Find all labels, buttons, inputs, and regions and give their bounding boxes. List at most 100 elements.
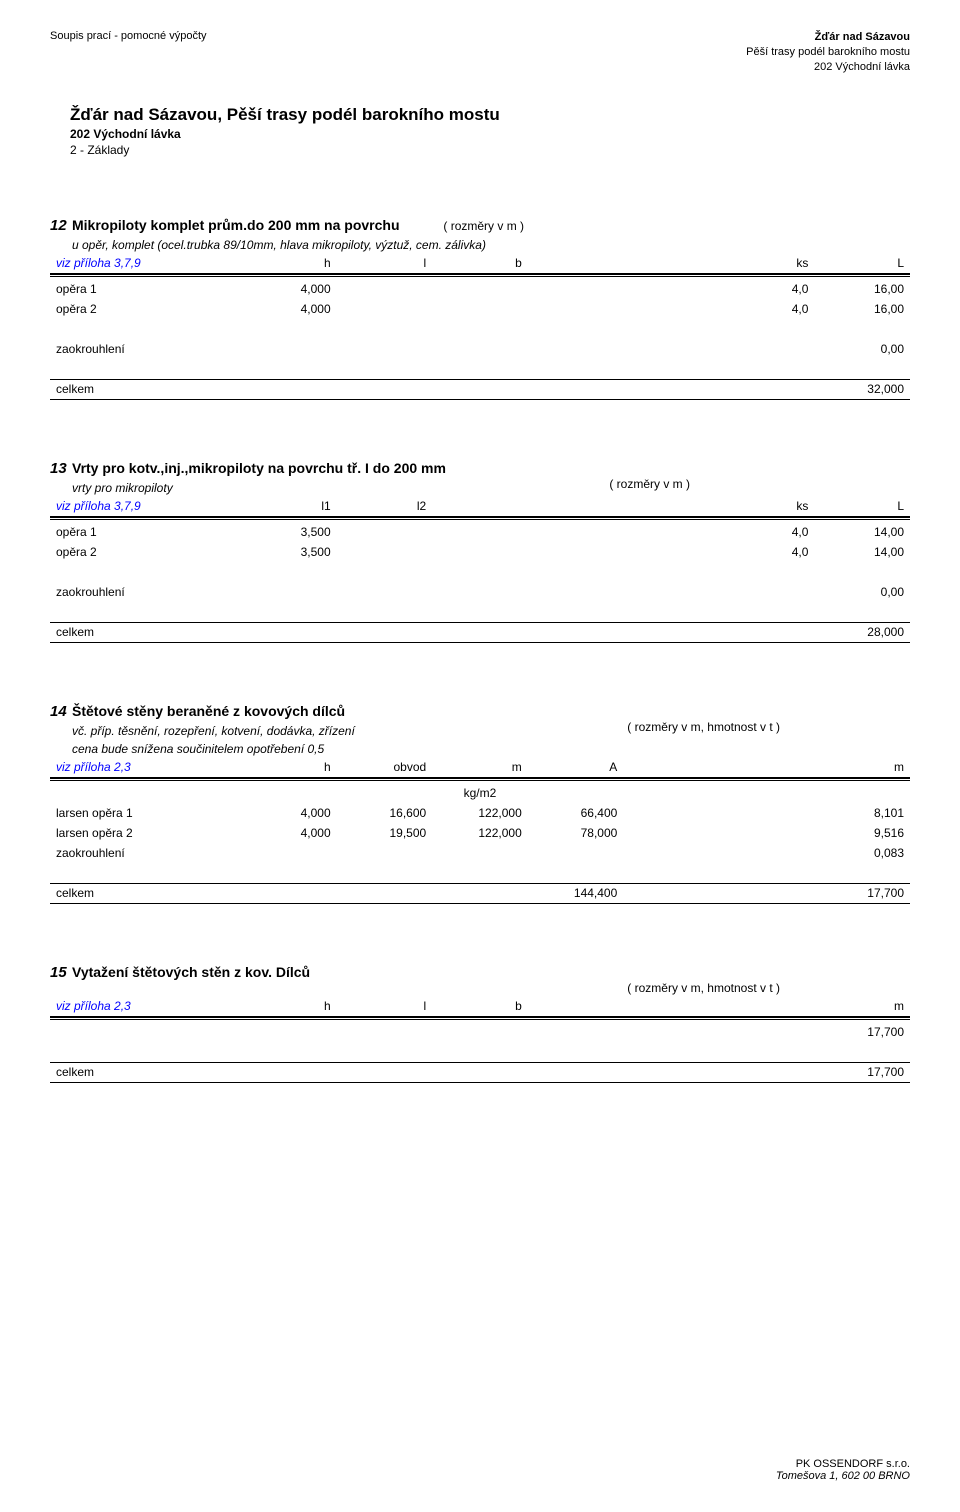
cell <box>623 279 719 299</box>
section-12: 12 Mikropiloty komplet prům.do 200 mm na… <box>50 217 910 400</box>
table-header-row: viz příloha 3,7,9 h l b ks L <box>50 254 910 274</box>
ref-label: viz příloha 2,3 <box>50 758 241 778</box>
unit-row: kg/m2 <box>50 783 910 803</box>
cell: 78,000 <box>528 823 624 843</box>
cell: 3,500 <box>241 542 337 562</box>
section-table: viz příloha 3,7,9 l1 l2 ks L <box>50 497 910 518</box>
blank-row <box>50 319 910 339</box>
table-row: opěra 2 3,500 4,0 14,00 <box>50 542 910 562</box>
section-note: vč. příp. těsnění, rozepření, kotvení, d… <box>72 724 627 738</box>
cell <box>528 1022 624 1042</box>
zaok-val: 0,00 <box>814 339 910 359</box>
cell: 16,600 <box>337 803 433 823</box>
header-right-3: 202 Východní lávka <box>746 60 910 75</box>
cell: 4,0 <box>719 299 815 319</box>
row-label <box>50 1022 241 1042</box>
cell: 14,00 <box>814 542 910 562</box>
cell <box>432 299 528 319</box>
cell: 122,000 <box>432 823 528 843</box>
table-row: larsen opěra 1 4,000 16,600 122,000 66,4… <box>50 803 910 823</box>
celkem-label: celkem <box>50 1062 241 1082</box>
cell <box>528 299 624 319</box>
cell <box>814 783 910 803</box>
cell <box>337 279 433 299</box>
cell <box>241 843 337 863</box>
cell: 16,00 <box>814 299 910 319</box>
col-h: h <box>241 758 337 778</box>
section-number: 14 <box>50 703 72 720</box>
cell <box>432 542 528 562</box>
cell <box>719 823 815 843</box>
section-number: 13 <box>50 460 72 477</box>
ref-label: viz příloha 3,7,9 <box>50 497 241 517</box>
cell <box>528 542 624 562</box>
cell: 14,00 <box>814 522 910 542</box>
col-b: b <box>432 997 528 1017</box>
table-row: larsen opěra 2 4,000 19,500 122,000 78,0… <box>50 823 910 843</box>
row-label: opěra 1 <box>50 279 241 299</box>
celkem-val: 17,700 <box>814 883 910 903</box>
blank-row <box>50 359 910 379</box>
cell: 4,000 <box>241 803 337 823</box>
col-e3 <box>528 497 624 517</box>
cell: 8,101 <box>814 803 910 823</box>
cell: 66,400 <box>528 803 624 823</box>
cell: 4,0 <box>719 542 815 562</box>
table-row: opěra 1 3,500 4,0 14,00 <box>50 522 910 542</box>
cell: 4,000 <box>241 279 337 299</box>
row-label: larsen opěra 1 <box>50 803 241 823</box>
cell <box>528 279 624 299</box>
cell <box>623 542 719 562</box>
cell <box>719 783 815 803</box>
section-dim: ( rozměry v m ) <box>443 219 524 233</box>
section-title: Mikropiloty komplet prům.do 200 mm na po… <box>72 217 910 234</box>
celkem-row: celkem 17,700 <box>50 1062 910 1082</box>
footer-address: Tomešova 1, 602 00 BRNO <box>776 1470 910 1482</box>
celkem-row: celkem 32,000 <box>50 379 910 399</box>
section-note: u opěr, komplet (ocel.trubka 89/10mm, hl… <box>72 238 910 252</box>
section-table-body: kg/m2 larsen opěra 1 4,000 16,600 122,00… <box>50 783 910 904</box>
row-label: opěra 2 <box>50 542 241 562</box>
table-row: zaokrouhlení 0,083 <box>50 843 910 863</box>
cell <box>528 783 624 803</box>
cell <box>432 1022 528 1042</box>
section-table-body: 17,700 celkem 17,700 <box>50 1022 910 1083</box>
table-row: opěra 1 4,000 4,0 16,00 <box>50 279 910 299</box>
cell <box>337 542 433 562</box>
cell <box>337 299 433 319</box>
celkem-label: celkem <box>50 622 241 642</box>
cell <box>719 1022 815 1042</box>
cell <box>719 803 815 823</box>
zaok-label: zaokrouhlení <box>50 582 241 602</box>
cell <box>337 522 433 542</box>
thick-rule <box>50 778 910 781</box>
cell <box>528 522 624 542</box>
col-b: b <box>432 254 528 274</box>
section-table: viz příloha 2,3 h l b m <box>50 997 910 1018</box>
blank-row <box>50 602 910 622</box>
cell <box>623 823 719 843</box>
doc-title: Žďár nad Sázavou, Pěší trasy podél barok… <box>70 105 910 125</box>
cell: 4,000 <box>241 823 337 843</box>
thick-rule <box>50 1017 910 1020</box>
header-right: Žďár nad Sázavou Pěší trasy podél barokn… <box>746 30 910 75</box>
page-footer: PK OSSENDORF s.r.o. Tomešova 1, 602 00 B… <box>776 1458 910 1482</box>
page-header: Soupis prací - pomocné výpočty Žďár nad … <box>50 30 910 75</box>
cell <box>623 1022 719 1042</box>
celkem-label: celkem <box>50 379 241 399</box>
doc-subtitle: 202 Východní lávka <box>70 127 910 141</box>
thick-rule <box>50 517 910 520</box>
header-right-1: Žďár nad Sázavou <box>746 30 910 45</box>
celkem-val: 32,000 <box>814 379 910 399</box>
cell: 16,00 <box>814 279 910 299</box>
zaok-label: zaokrouhlení <box>50 339 241 359</box>
table-header-row: viz příloha 2,3 h obvod m A m <box>50 758 910 778</box>
cell: 19,500 <box>337 823 433 843</box>
celkem-val: 17,700 <box>814 1062 910 1082</box>
cell <box>432 843 528 863</box>
col-obvod: obvod <box>337 758 433 778</box>
cell <box>337 783 433 803</box>
row-label: opěra 1 <box>50 522 241 542</box>
col-h: h <box>241 997 337 1017</box>
section-note: vrty pro mikropiloty <box>72 481 609 495</box>
